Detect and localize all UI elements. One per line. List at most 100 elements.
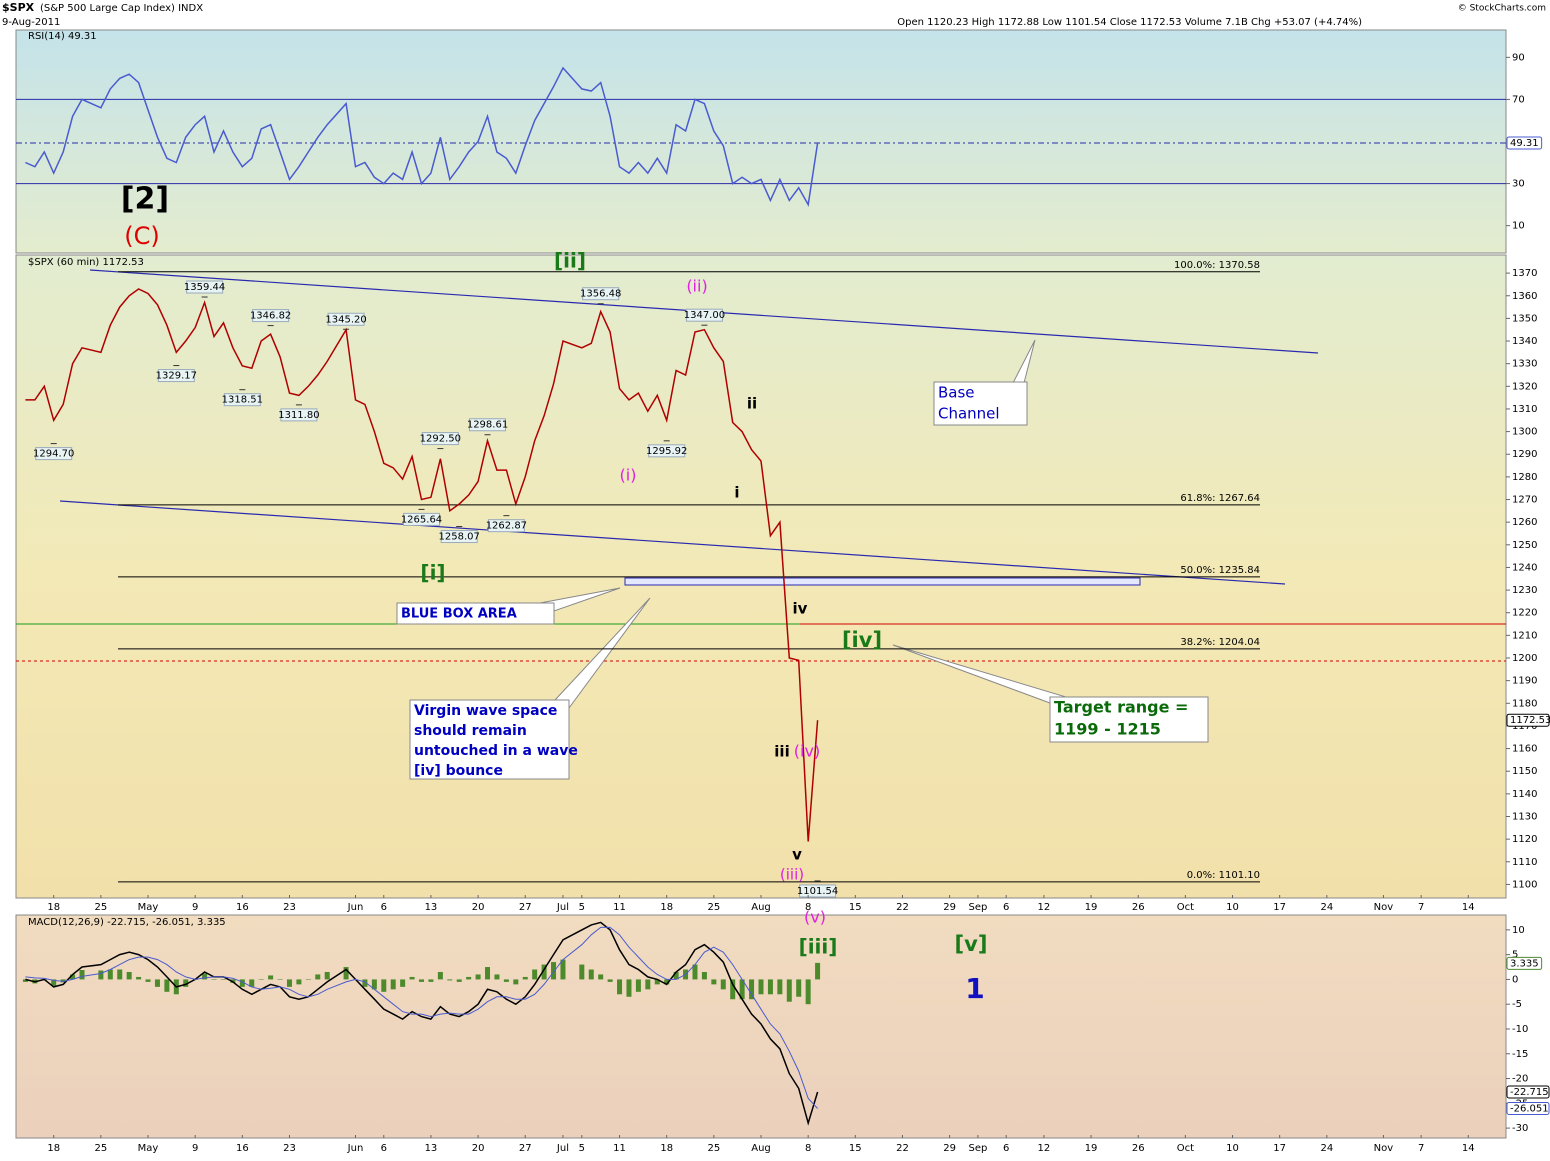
pivot-label-box [186,280,224,294]
histogram-bar [211,979,217,980]
wave-label: [v] [955,932,988,956]
histogram-bar [107,969,113,980]
histogram-bar [692,964,698,980]
pivot-label-box [685,308,723,322]
wave-label: iv [793,600,808,618]
value-badge: -26.051 [1510,1104,1549,1115]
macd-title: MACD(12,26,9) -22.715, -26.051, 3.335 [28,917,226,928]
y-tick-label: 1290 [1512,449,1537,460]
y-tick-label: 1200 [1512,653,1537,664]
pivot-label-box [35,447,73,461]
histogram-bar [503,979,509,982]
x-tick-label: 13 [425,902,438,913]
wave-label: [iv] [842,628,882,652]
x-tick-label: 14 [1462,1143,1475,1154]
histogram-bar [749,979,755,1000]
y-tick-label: 90 [1512,52,1525,63]
x-tick-label: 16 [236,902,249,913]
note-box [409,699,570,780]
x-tick-label: 7 [1418,1143,1424,1154]
y-tick-label: 10 [1512,925,1525,936]
pivot-label: 1292.50 [420,434,461,445]
credit: © StockCharts.com [1458,4,1546,14]
x-tick-label: 5 [579,1143,585,1154]
pivot-label-box [280,408,318,422]
x-tick-label: Aug [751,902,771,913]
pivot-label: 1258.07 [439,532,480,543]
y-tick-label: 5 [1512,950,1518,961]
histogram-bar [437,971,443,980]
y-tick-label: -30 [1512,1123,1528,1134]
pivot-label: 1347.00 [684,310,725,321]
pivot-label: 1311.80 [278,410,319,421]
y-tick-label: 1120 [1512,834,1537,845]
fib-label: 100.0%: 1370.58 [1174,260,1260,271]
pivot-label: 1295.92 [646,446,687,457]
histogram-bar [645,979,651,990]
histogram-bar [296,979,302,985]
pivot-label: 1346.82 [250,311,291,322]
note-box [933,381,1028,426]
y-tick-label: 10 [1512,221,1525,232]
x-tick-label: 19 [1085,902,1098,913]
y-tick-label: 1280 [1512,472,1537,483]
pivot-label-box [403,512,441,526]
x-tick-label: May [138,1143,159,1154]
histogram-bar [390,979,396,990]
x-tick-label: Jun [347,902,364,913]
value-badge-box [1506,1102,1550,1116]
y-tick-label: -15 [1512,1049,1528,1060]
histogram-bar [136,976,142,980]
x-tick-label: 18 [47,902,60,913]
x-tick-label: 8 [805,1143,811,1154]
histogram-bar [409,976,415,980]
histogram-bar [739,979,745,1000]
x-tick-label: 15 [849,902,862,913]
histogram-bar [258,979,264,980]
histogram-bar [588,969,594,980]
histogram-bar [202,973,208,980]
pivot-label-box [421,432,459,446]
y-tick-label: 1190 [1512,676,1537,687]
histogram-bar [701,971,707,980]
x-tick-label: Oct [1177,1143,1194,1154]
x-tick-label: 29 [943,902,956,913]
y-tick-label: 30 [1512,179,1525,190]
y-tick-label: 1260 [1512,517,1537,528]
value-badge: 1172.53 [1510,715,1550,726]
wave-label: (iii) [780,866,804,884]
y-tick-label: 1140 [1512,789,1537,800]
x-tick-label: 16 [236,1143,249,1154]
x-tick-label: 19 [1085,1143,1098,1154]
histogram-bar [466,976,472,980]
x-tick-label: Sep [968,902,987,913]
x-tick-label: 15 [849,1143,862,1154]
x-tick-label: 8 [805,902,811,913]
histogram-bar [268,975,274,980]
histogram-bar [767,979,773,995]
date: 9-Aug-2011 [2,17,60,28]
histogram-bar [485,967,491,980]
x-tick-label: 10 [1226,902,1239,913]
wave-label: [i] [420,561,445,585]
histogram-bar [70,974,76,980]
x-tick-label: 24 [1320,1143,1333,1154]
value-badge-box [1506,956,1543,970]
quote: Open 1120.23 High 1172.88 Low 1101.54 Cl… [897,17,1362,28]
pivot-label: 1329.17 [156,371,197,382]
histogram-bar [626,979,632,997]
y-tick-label: 1130 [1512,811,1537,822]
y-tick-label: 1230 [1512,585,1537,596]
wave-label: [iii] [799,935,838,959]
histogram-bar [117,969,123,980]
y-tick-label: 1240 [1512,562,1537,573]
value-badge: -22.715 [1510,1087,1549,1098]
wave-label: [2] [121,182,169,217]
x-tick-label: 26 [1132,1143,1145,1154]
histogram-bar [541,964,547,980]
histogram-bar [305,979,311,980]
x-tick-label: 13 [425,1143,438,1154]
note-text: untouched in a wave [414,743,578,759]
pivot-label: 1298.61 [467,420,508,431]
histogram-bar [249,979,255,987]
